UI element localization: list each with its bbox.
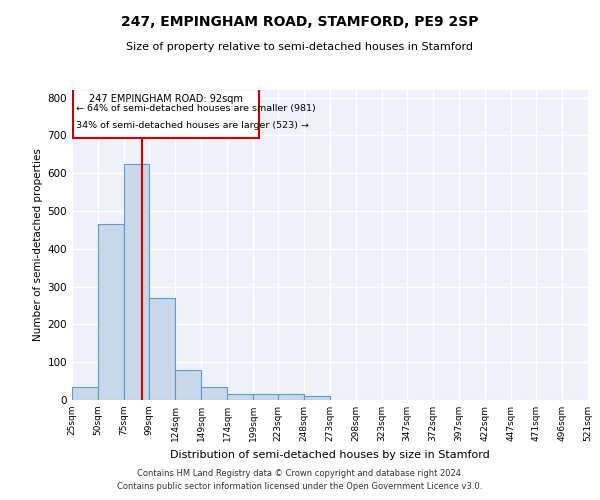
FancyBboxPatch shape [73, 89, 259, 138]
Bar [278, 394, 304, 400]
Bar [201, 387, 227, 400]
Bar [98, 224, 124, 400]
Text: 247 EMPINGHAM ROAD: 92sqm: 247 EMPINGHAM ROAD: 92sqm [89, 94, 243, 104]
Bar [227, 394, 253, 400]
Bar [253, 394, 278, 400]
Text: Size of property relative to semi-detached houses in Stamford: Size of property relative to semi-detach… [127, 42, 473, 52]
Bar [72, 387, 98, 400]
Bar [124, 164, 149, 400]
Text: Contains public sector information licensed under the Open Government Licence v3: Contains public sector information licen… [118, 482, 482, 491]
Text: 34% of semi-detached houses are larger (523) →: 34% of semi-detached houses are larger (… [76, 121, 309, 130]
Bar [304, 396, 330, 400]
Text: Contains HM Land Registry data © Crown copyright and database right 2024.: Contains HM Land Registry data © Crown c… [137, 468, 463, 477]
X-axis label: Distribution of semi-detached houses by size in Stamford: Distribution of semi-detached houses by … [170, 450, 490, 460]
Text: ← 64% of semi-detached houses are smaller (981): ← 64% of semi-detached houses are smalle… [76, 104, 316, 113]
Bar [149, 298, 175, 400]
Text: 247, EMPINGHAM ROAD, STAMFORD, PE9 2SP: 247, EMPINGHAM ROAD, STAMFORD, PE9 2SP [121, 15, 479, 29]
Bar [175, 370, 201, 400]
Y-axis label: Number of semi-detached properties: Number of semi-detached properties [34, 148, 43, 342]
